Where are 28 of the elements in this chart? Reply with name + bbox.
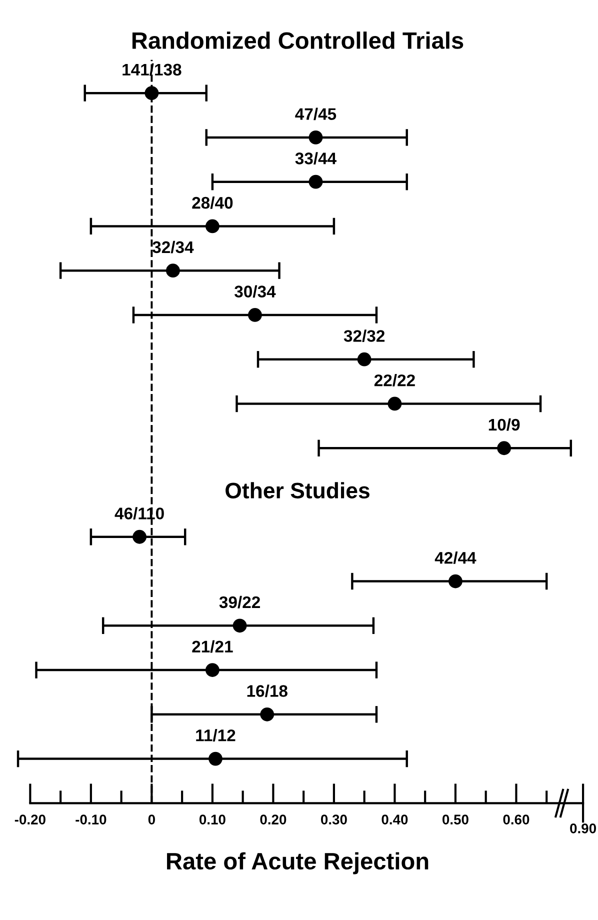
- x-tick-label: -0.20: [14, 814, 46, 824]
- text: 0.90: [570, 824, 596, 834]
- y-tick-label: 141/138: [122, 63, 182, 76]
- x-tick-label: 0: [148, 814, 155, 824]
- x-tick-label: -0.10: [76, 814, 106, 824]
- x-tick-label: 0.50: [442, 814, 468, 824]
- y-tick-label: 32/32: [344, 330, 385, 342]
- x-tick-label: 0.10: [199, 814, 226, 824]
- y-tick-label: 10/9: [488, 418, 520, 431]
- y-tick-label: 16/18: [247, 684, 288, 698]
- y-tick-label: 32/34: [152, 240, 194, 254]
- x-tick-label: 0.40: [382, 814, 408, 824]
- y-tick-label: 30/34: [234, 285, 276, 298]
- x-tick-label: 0.60: [503, 814, 530, 824]
- x-axis-title: Rate of Acute Rejection: [167, 852, 428, 874]
- y-tick-label: 11/12: [196, 729, 236, 742]
- y-tick-label: 33/44: [295, 152, 336, 165]
- x-tick-label: 0.20: [260, 814, 286, 824]
- annotation: Other Studies: [226, 482, 370, 498]
- y-tick-label: 22/22: [374, 374, 415, 386]
- chart-title: Randomized Controlled Trials: [132, 32, 464, 49]
- y-tick-label: 42/44: [434, 552, 476, 564]
- y-tick-label: 47/45: [295, 108, 336, 120]
- y-tick-label: 21/21: [192, 640, 233, 653]
- y-tick-label: 28/40: [192, 196, 233, 209]
- x-tick-label: 0.30: [320, 814, 347, 824]
- y-tick-label: 46/110: [114, 507, 164, 520]
- y-tick-label: 39/22: [219, 596, 260, 608]
